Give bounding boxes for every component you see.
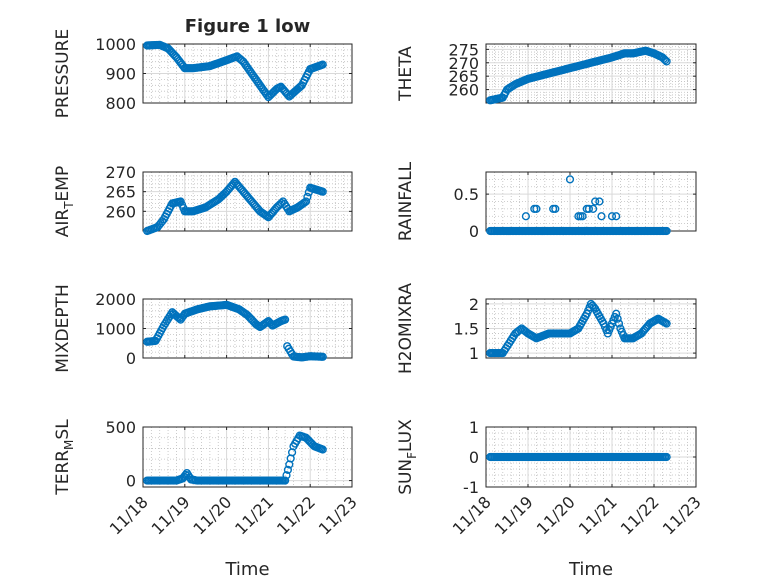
y-tick-label: 500 [105,418,136,437]
data-point [588,204,598,213]
data-point [607,212,617,221]
y-tick-label: 260 [448,81,479,100]
y-tick-label: 270 [105,163,136,182]
plot-title: Figure 1 low [185,16,310,37]
y-tick-label: 275 [448,40,479,59]
y-tick-label: 800 [105,94,136,113]
data-point [595,197,604,206]
y-tick-label: 0 [126,472,136,491]
y-tick-label: 0 [469,448,479,467]
y-axis-label: THETA [396,46,416,102]
y-tick-label: -1 [463,478,479,497]
data-point [565,175,575,184]
y-axis-label: AIRTEMP [53,166,76,237]
data-point [538,226,547,236]
y-tick-label: 265 [448,67,479,86]
axes-box [142,171,353,232]
y-tick-label: 1000 [95,320,136,339]
subplot-h2omixra: 1 1.5 2 H2OMIXRA [396,283,697,374]
data-point [661,55,670,65]
y-tick-label: 1000 [95,35,136,54]
data-point [301,197,311,206]
subplot-pressure: 800 900 1000 PRESSURE Figure 1 low [53,16,353,118]
y-axis-label: RAINFALL [396,161,416,241]
data-point [614,319,624,328]
y-tick-label: 0 [469,222,479,241]
subplot-rainfall: 0 0.5 RAINFALL [396,161,697,241]
y-tick-label: 265 [105,183,136,202]
data-point [318,445,327,454]
y-axis-label: TERRMSL [53,419,76,496]
y-tick-label: 2000 [95,290,136,309]
data-point [613,314,622,323]
y-tick-label: 900 [105,65,136,84]
y-tick-label: 1.5 [454,320,479,339]
data-point [281,476,290,485]
data-point [521,212,531,221]
subplot-mixdepth: 0 1000 2000 MIXDEPTH [53,284,353,373]
y-axis-label: PRESSURE [53,29,73,118]
axes-box [142,426,353,488]
data-point [283,465,293,474]
data-point [282,471,291,480]
axes-box [485,43,697,104]
y-tick-label: 1 [469,344,479,363]
data-point [580,226,589,236]
data-point [612,212,621,221]
data-point [318,60,327,69]
data-point [318,187,327,196]
data-point [662,452,671,462]
data-point [584,204,594,213]
data-point [303,192,312,202]
data-point [662,319,671,328]
data-point [591,197,600,206]
y-tick-label: 0 [126,349,136,368]
y-axis-label: H2OMIXRA [396,283,416,374]
data-point [559,226,568,236]
data-point [662,226,671,236]
data-point [551,204,560,213]
y-tick-label: 260 [105,202,136,221]
data-point [181,470,190,479]
x-axis-label: Time [568,559,613,580]
y-axis-label: MIXDEPTH [53,284,73,373]
x-axis-label: Time [224,559,269,580]
data-point [662,57,671,66]
data-point [597,212,606,221]
y-tick-label: 1 [469,418,479,437]
y-tick-label: 270 [448,54,479,73]
y-tick-label: 0.5 [454,185,479,204]
data-point [612,309,621,318]
data-point [532,204,541,213]
data-point [578,212,587,221]
y-axis-label: SUNFLUX [396,419,419,495]
y-tick-label: 2 [469,295,479,314]
data-point [318,352,327,361]
data-point [281,315,290,324]
